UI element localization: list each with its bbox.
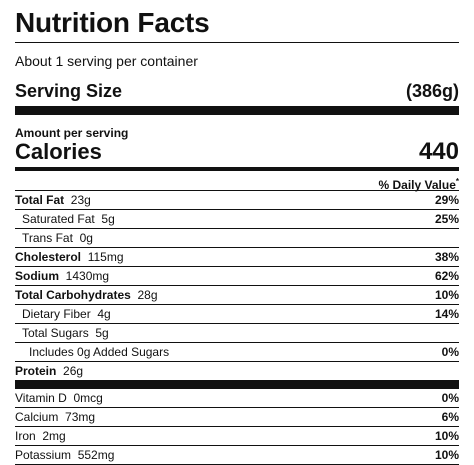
nutrient-row-saturated-fat: Saturated Fat 5g 25%: [15, 209, 459, 228]
nutrient-row-protein: Protein 26g: [15, 361, 459, 380]
nutrient-amount: 5g: [101, 212, 115, 226]
nutrient-row-sodium: Sodium 1430mg 62%: [15, 266, 459, 285]
nutrient-percent: 0%: [441, 345, 459, 359]
nutrient-name: Sodium: [15, 269, 59, 283]
vitamin-percent: 0%: [441, 391, 459, 405]
nutrient-percent: 25%: [434, 212, 459, 226]
nutrient-row-total-fat: Total Fat 23g 29%: [15, 190, 459, 209]
nutrient-row-total-carbohydrates: Total Carbohydrates 28g 10%: [15, 285, 459, 304]
nutrient-percent: 38%: [434, 250, 459, 264]
daily-value-header-text: % Daily Value: [378, 178, 456, 192]
vitamin-row-iron: Iron 2mg 10%: [15, 426, 459, 445]
nutrient-name: Total Carbohydrates: [15, 288, 131, 302]
serving-size-value: (386g): [405, 81, 459, 101]
nutrient-row-dietary-fiber: Dietary Fiber 4g 14%: [15, 304, 459, 323]
vitamin-percent: 6%: [441, 410, 459, 424]
nutrient-name: Protein: [15, 364, 57, 378]
nutrient-amount: 28g: [137, 288, 158, 302]
nutrient-name: Total Sugars: [22, 326, 89, 340]
nutrient-amount: 115mg: [87, 250, 124, 264]
calories-value: 440: [418, 138, 459, 165]
vitamin-name: Calcium: [15, 410, 59, 424]
nutrient-percent: 10%: [434, 288, 459, 302]
nutrient-row-total-sugars: Total Sugars 5g: [15, 323, 459, 342]
calories-divider: [15, 167, 459, 171]
vitamin-amount: 552mg: [77, 448, 115, 462]
vitamin-name: Potassium: [15, 448, 72, 462]
serving-size-row: Serving Size (386g): [15, 76, 459, 106]
calories-label: Calories: [15, 139, 102, 164]
nutrient-percent: 29%: [434, 193, 459, 207]
vitamin-amount: 73mg: [65, 410, 96, 424]
daily-value-footnote-mark: *: [455, 177, 459, 186]
vitamin-amount: 2mg: [42, 429, 66, 443]
nutrient-row-added-sugars: Includes 0g Added Sugars 0%: [15, 342, 459, 361]
nutrient-amount: 23g: [70, 193, 91, 207]
label-title: Nutrition Facts: [15, 7, 210, 38]
nutrient-name: Includes 0g Added Sugars: [29, 345, 170, 359]
nutrient-name: Trans Fat: [22, 231, 73, 245]
nutrient-name: Dietary Fiber: [22, 307, 91, 321]
nutrient-name: Cholesterol: [15, 250, 82, 264]
vitamin-row-calcium: Calcium 73mg 6%: [15, 407, 459, 426]
vitamin-name: Iron: [15, 429, 36, 443]
vitamin-row-vitamin-d: Vitamin D 0mcg 0%: [15, 380, 459, 407]
vitamin-percent: 10%: [434, 429, 459, 443]
nutrient-percent: 62%: [434, 269, 459, 283]
nutrient-amount: 5g: [95, 326, 109, 340]
title-divider: [15, 42, 459, 43]
vitamin-amount: 0mcg: [73, 391, 103, 405]
serving-divider: [15, 106, 459, 115]
vitamin-percent: 10%: [434, 448, 459, 462]
vitamin-name: Vitamin D: [15, 391, 67, 405]
nutrient-row-trans-fat: Trans Fat 0g: [15, 228, 459, 247]
nutrient-amount: 0g: [79, 231, 93, 245]
servings-per-container: About 1 serving per container: [15, 53, 198, 69]
nutrient-percent: 14%: [434, 307, 459, 321]
calories-row: Calories 440: [15, 140, 459, 167]
vitamin-row-potassium: Potassium 552mg 10%: [15, 445, 459, 464]
serving-size-label: Serving Size: [15, 81, 123, 101]
nutrient-amount: 1430mg: [65, 269, 110, 283]
nutrient-name: Saturated Fat: [22, 212, 95, 226]
daily-value-header: % Daily Value*: [15, 171, 460, 192]
nutrient-name: Total Fat: [15, 193, 65, 207]
nutrient-amount: 26g: [63, 364, 84, 378]
nutrient-amount: 4g: [97, 307, 111, 321]
nutrient-row-cholesterol: Cholesterol 115mg 38%: [15, 247, 459, 266]
amount-per-serving: Amount per serving: [15, 126, 129, 140]
